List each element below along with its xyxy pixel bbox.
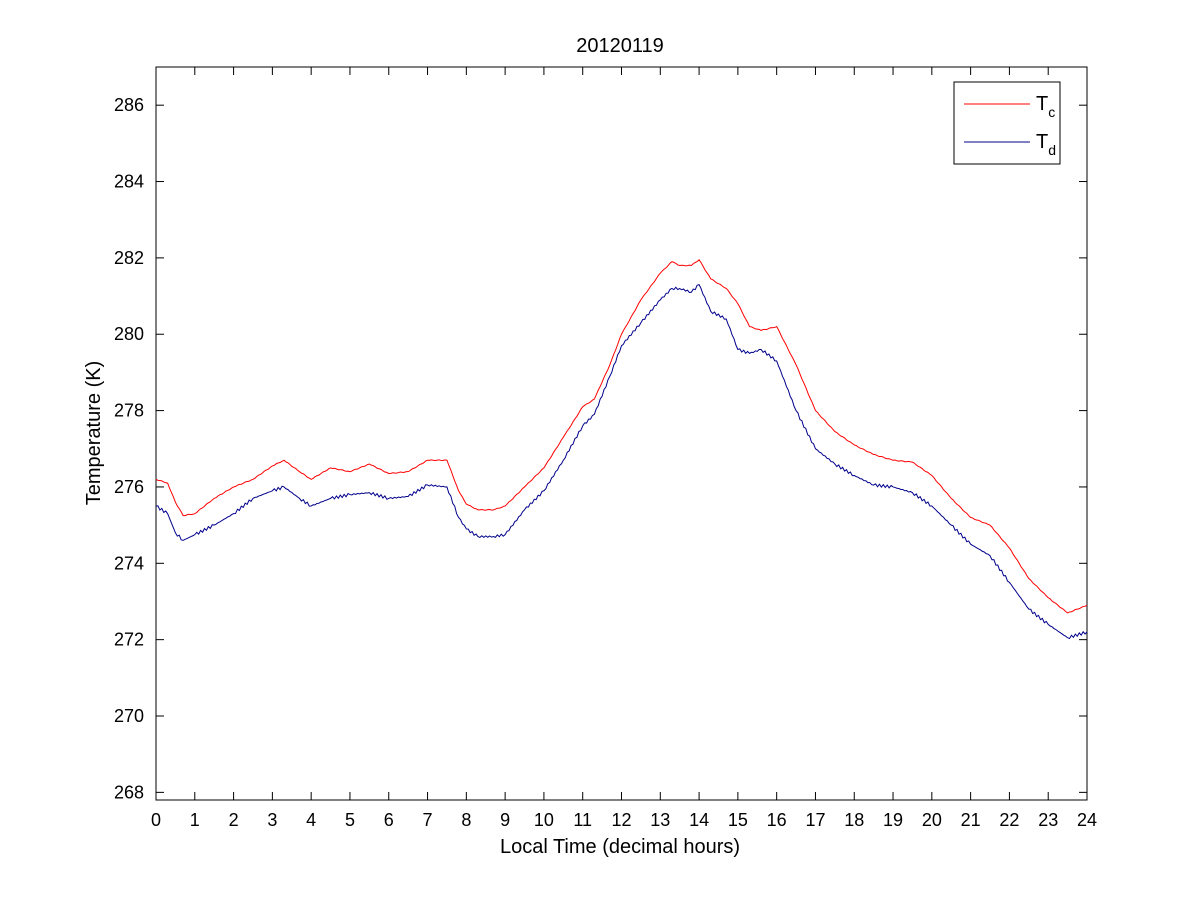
y-tick-label: 274 xyxy=(114,553,144,573)
x-tick-label: 23 xyxy=(1038,810,1058,830)
x-tick-label: 2 xyxy=(229,810,239,830)
x-tick-label: 6 xyxy=(384,810,394,830)
axes-box xyxy=(155,66,1088,801)
x-tick-label: 19 xyxy=(883,810,903,830)
x-tick-label: 10 xyxy=(534,810,554,830)
x-tick-label: 21 xyxy=(961,810,981,830)
series-line-td xyxy=(155,283,1088,640)
y-tick-label: 284 xyxy=(114,172,144,192)
y-tick-label: 280 xyxy=(114,324,144,344)
legend: Tc Td xyxy=(953,81,1061,165)
y-axis-label: Temperature (K) xyxy=(83,361,105,506)
x-tick-label: 16 xyxy=(767,810,787,830)
x-tick-label: 12 xyxy=(611,810,631,830)
y-tick-label: 268 xyxy=(114,782,144,802)
chart-title: 20120119 xyxy=(576,35,664,57)
x-tick-label: 1 xyxy=(190,810,200,830)
y-tick-label: 270 xyxy=(114,706,144,726)
plot-area: 0 1 2 3 4 5 6 7 8 9 10 11 12 13 14 15 16 17 18 19 20 21 22 23 24… xyxy=(114,66,1097,830)
legend-box xyxy=(953,81,1061,165)
x-tick-label: 22 xyxy=(999,810,1019,830)
x-tick-label: 20 xyxy=(922,810,942,830)
x-tick-label: 15 xyxy=(728,810,748,830)
y-tick-label: 282 xyxy=(114,248,144,268)
x-tick-label: 11 xyxy=(573,810,592,830)
x-tick-label: 17 xyxy=(805,810,825,830)
x-tick-label: 7 xyxy=(423,810,433,830)
legend-label-td: Td xyxy=(1036,131,1056,158)
x-tick-label: 9 xyxy=(500,810,510,830)
x-tick-label: 13 xyxy=(650,810,670,830)
x-tick-label: 24 xyxy=(1077,810,1097,830)
x-tick-label: 4 xyxy=(306,810,316,830)
series-layer xyxy=(155,259,1088,640)
y-tick-label: 286 xyxy=(114,95,144,115)
legend-label-tc: Tc xyxy=(1036,93,1055,120)
y-tick-label: 278 xyxy=(114,401,144,421)
x-tick-label: 14 xyxy=(689,810,709,830)
x-tick-label: 18 xyxy=(844,810,864,830)
x-tick-label: 3 xyxy=(267,810,277,830)
x-axis-label: Local Time (decimal hours) xyxy=(500,836,740,858)
x-tick-label: 8 xyxy=(461,810,471,830)
x-tick-label: 5 xyxy=(345,810,355,830)
x-tick-label: 0 xyxy=(151,810,161,830)
ticks-group: 0 1 2 3 4 5 6 7 8 9 10 11 12 13 14 15 16 17 18 19 20 21 22 23 24… xyxy=(114,67,1097,830)
y-tick-label: 272 xyxy=(114,630,144,650)
series-line-tc xyxy=(155,259,1088,614)
y-tick-label: 276 xyxy=(114,477,144,497)
